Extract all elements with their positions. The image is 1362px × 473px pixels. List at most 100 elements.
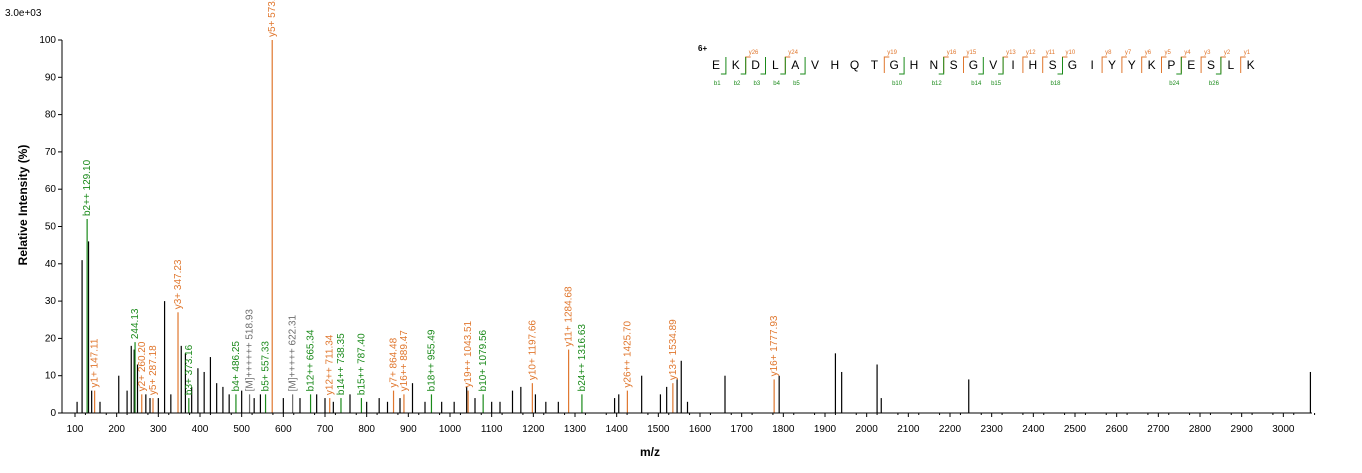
amino-acid: Y — [1128, 58, 1136, 72]
y-ion-label: y19 — [887, 50, 897, 56]
b-ion-bracket — [978, 57, 984, 75]
y-ion-label: y16 — [947, 50, 957, 56]
amino-acid: E — [1187, 58, 1195, 72]
b-ion-bracket — [1176, 57, 1182, 75]
y-ion-label: y10 — [1066, 50, 1076, 56]
y-ion-label: y4 — [1184, 50, 1191, 56]
amino-acid: V — [811, 58, 819, 72]
b-ion-bracket — [720, 57, 727, 75]
x-tick-label: 2700 — [1147, 424, 1170, 435]
y-tick-label: 20 — [45, 333, 57, 344]
amino-acid: H — [1028, 58, 1037, 72]
amino-acid: Q — [850, 58, 859, 72]
x-tick-label: 1200 — [522, 424, 545, 435]
amino-acid: K — [1247, 58, 1255, 72]
y-ion-bracket — [745, 56, 751, 73]
y-ion-bracket — [1042, 56, 1048, 73]
b-ion-label: b3 — [754, 81, 761, 87]
y-ion-label: y15 — [967, 50, 977, 56]
x-tick-label: 300 — [150, 424, 167, 435]
y-tick-label: 10 — [45, 371, 57, 382]
y-tick-label: 30 — [45, 296, 57, 307]
x-tick-label: 2800 — [1189, 424, 1212, 435]
b-ion-label: b4 — [773, 81, 780, 87]
y-axis-label: Relative Intensity (%) — [16, 145, 30, 266]
b-ion-bracket — [998, 57, 1004, 75]
x-tick-label: 1300 — [564, 424, 587, 435]
b-ion-label: b15 — [991, 81, 1002, 87]
x-tick-label: 1700 — [731, 424, 754, 435]
peak-label: y7+ 864.48 — [389, 337, 400, 387]
peak-label: y19++ 1043.51 — [463, 320, 474, 387]
peak-label: b5+ 557.33 — [261, 341, 272, 392]
amino-acid: K — [732, 58, 740, 72]
y-ion-bracket — [1240, 56, 1246, 73]
x-tick-label: 1500 — [647, 424, 670, 435]
b-ion-label: b26 — [1209, 81, 1220, 87]
x-axis-label: m/z — [640, 445, 660, 459]
y-ion-label: y2 — [1224, 50, 1231, 56]
amino-acid: P — [1167, 58, 1175, 72]
b-ion-label: b1 — [714, 81, 721, 87]
amino-acid: H — [910, 58, 919, 72]
b-ion-label: b10 — [892, 81, 903, 87]
b-ion-bracket — [899, 57, 905, 75]
amino-acid: H — [830, 58, 839, 72]
y-tick-label: 100 — [39, 35, 56, 46]
y-ion-bracket — [1220, 56, 1226, 73]
y-tick-label: 90 — [45, 72, 57, 83]
x-tick-label: 1800 — [772, 424, 795, 435]
amino-acid: N — [929, 58, 938, 72]
x-tick-label: 2900 — [1231, 424, 1254, 435]
amino-acid: Y — [1108, 58, 1116, 72]
x-tick-label: 500 — [233, 424, 250, 435]
y-tick-label: 0 — [50, 408, 56, 419]
x-tick-label: 2300 — [981, 424, 1004, 435]
amino-acid: S — [1207, 58, 1215, 72]
y-tick-label: 40 — [45, 259, 57, 270]
peak-label: y11+ 1284.68 — [564, 286, 575, 347]
y-ion-label: y26 — [749, 50, 759, 56]
amino-acid: D — [751, 58, 760, 72]
y-tick-label: 60 — [45, 184, 57, 195]
peak-label: y13+ 1534.89 — [668, 319, 679, 380]
intensity-scale-label: 3.0e+03 — [5, 8, 42, 19]
x-tick-label: 3000 — [1272, 424, 1295, 435]
y-ion-bracket — [1002, 56, 1009, 73]
x-tick-label: 100 — [67, 424, 84, 435]
amino-acid: G — [890, 58, 899, 72]
peak-label: b24++ 1316.63 — [577, 324, 588, 392]
b-ion-bracket — [760, 57, 766, 75]
y-ion-label: y7 — [1125, 50, 1132, 56]
peak-label: b2++ 129.10 — [82, 159, 93, 216]
x-ticks: 100 200 300 400 500 600 700 800 900 1000 1100 1200 1… — [67, 413, 1316, 435]
peak-label: y16++ 889.47 — [399, 330, 410, 392]
y-ion-label: y5 — [1165, 50, 1172, 56]
x-tick-label: 2200 — [939, 424, 962, 435]
y-ion-bracket — [883, 56, 890, 73]
y-tick-label: 70 — [45, 147, 57, 158]
x-tick-label: 800 — [358, 424, 375, 435]
y-ion-label: y24 — [788, 50, 798, 56]
amino-acid: V — [989, 58, 997, 72]
y-ion-label: y1 — [1244, 50, 1251, 56]
x-tick-label: 1600 — [689, 424, 712, 435]
amino-acid: L — [772, 58, 779, 72]
peak-label: y2+ 260.20 — [137, 341, 148, 391]
y-ion-label: y8 — [1105, 50, 1112, 56]
peak-label: y26++ 1425.70 — [622, 320, 633, 387]
x-tick-label: 1000 — [439, 424, 462, 435]
peak-bars — [76, 40, 1312, 413]
amino-acid: L — [1227, 58, 1234, 72]
y-ion-bracket — [963, 56, 969, 73]
peak-label: y10+ 1197.66 — [527, 320, 538, 381]
b-ion-label: b14 — [971, 81, 982, 87]
b-ion-label: b2 — [734, 81, 741, 87]
peak-label: 244.13 — [130, 308, 141, 339]
y-ion-bracket — [1022, 56, 1028, 73]
amino-acid: I — [1091, 58, 1094, 72]
amino-acid: S — [950, 58, 958, 72]
amino-acid: G — [1068, 58, 1077, 72]
